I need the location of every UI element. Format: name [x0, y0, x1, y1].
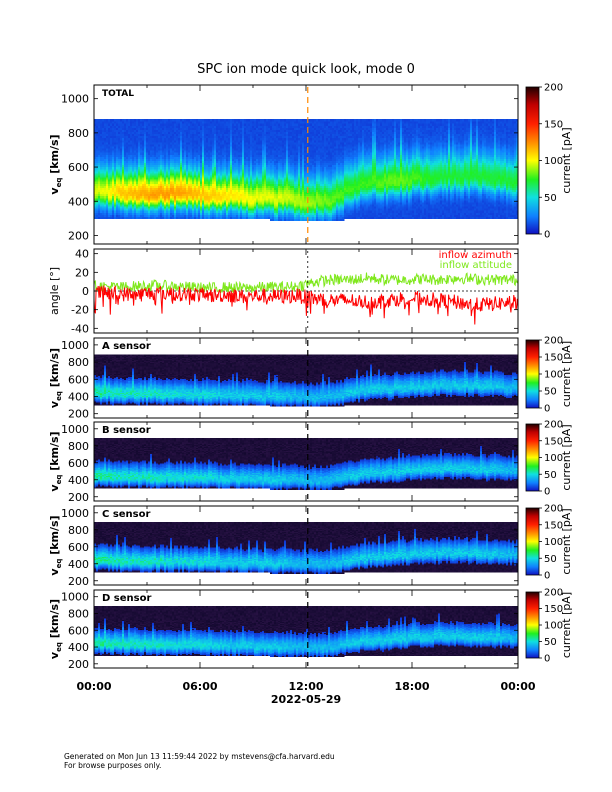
heatmap-cells	[94, 119, 518, 221]
chart-title: SPC ion mode quick look, mode 0	[197, 62, 415, 77]
